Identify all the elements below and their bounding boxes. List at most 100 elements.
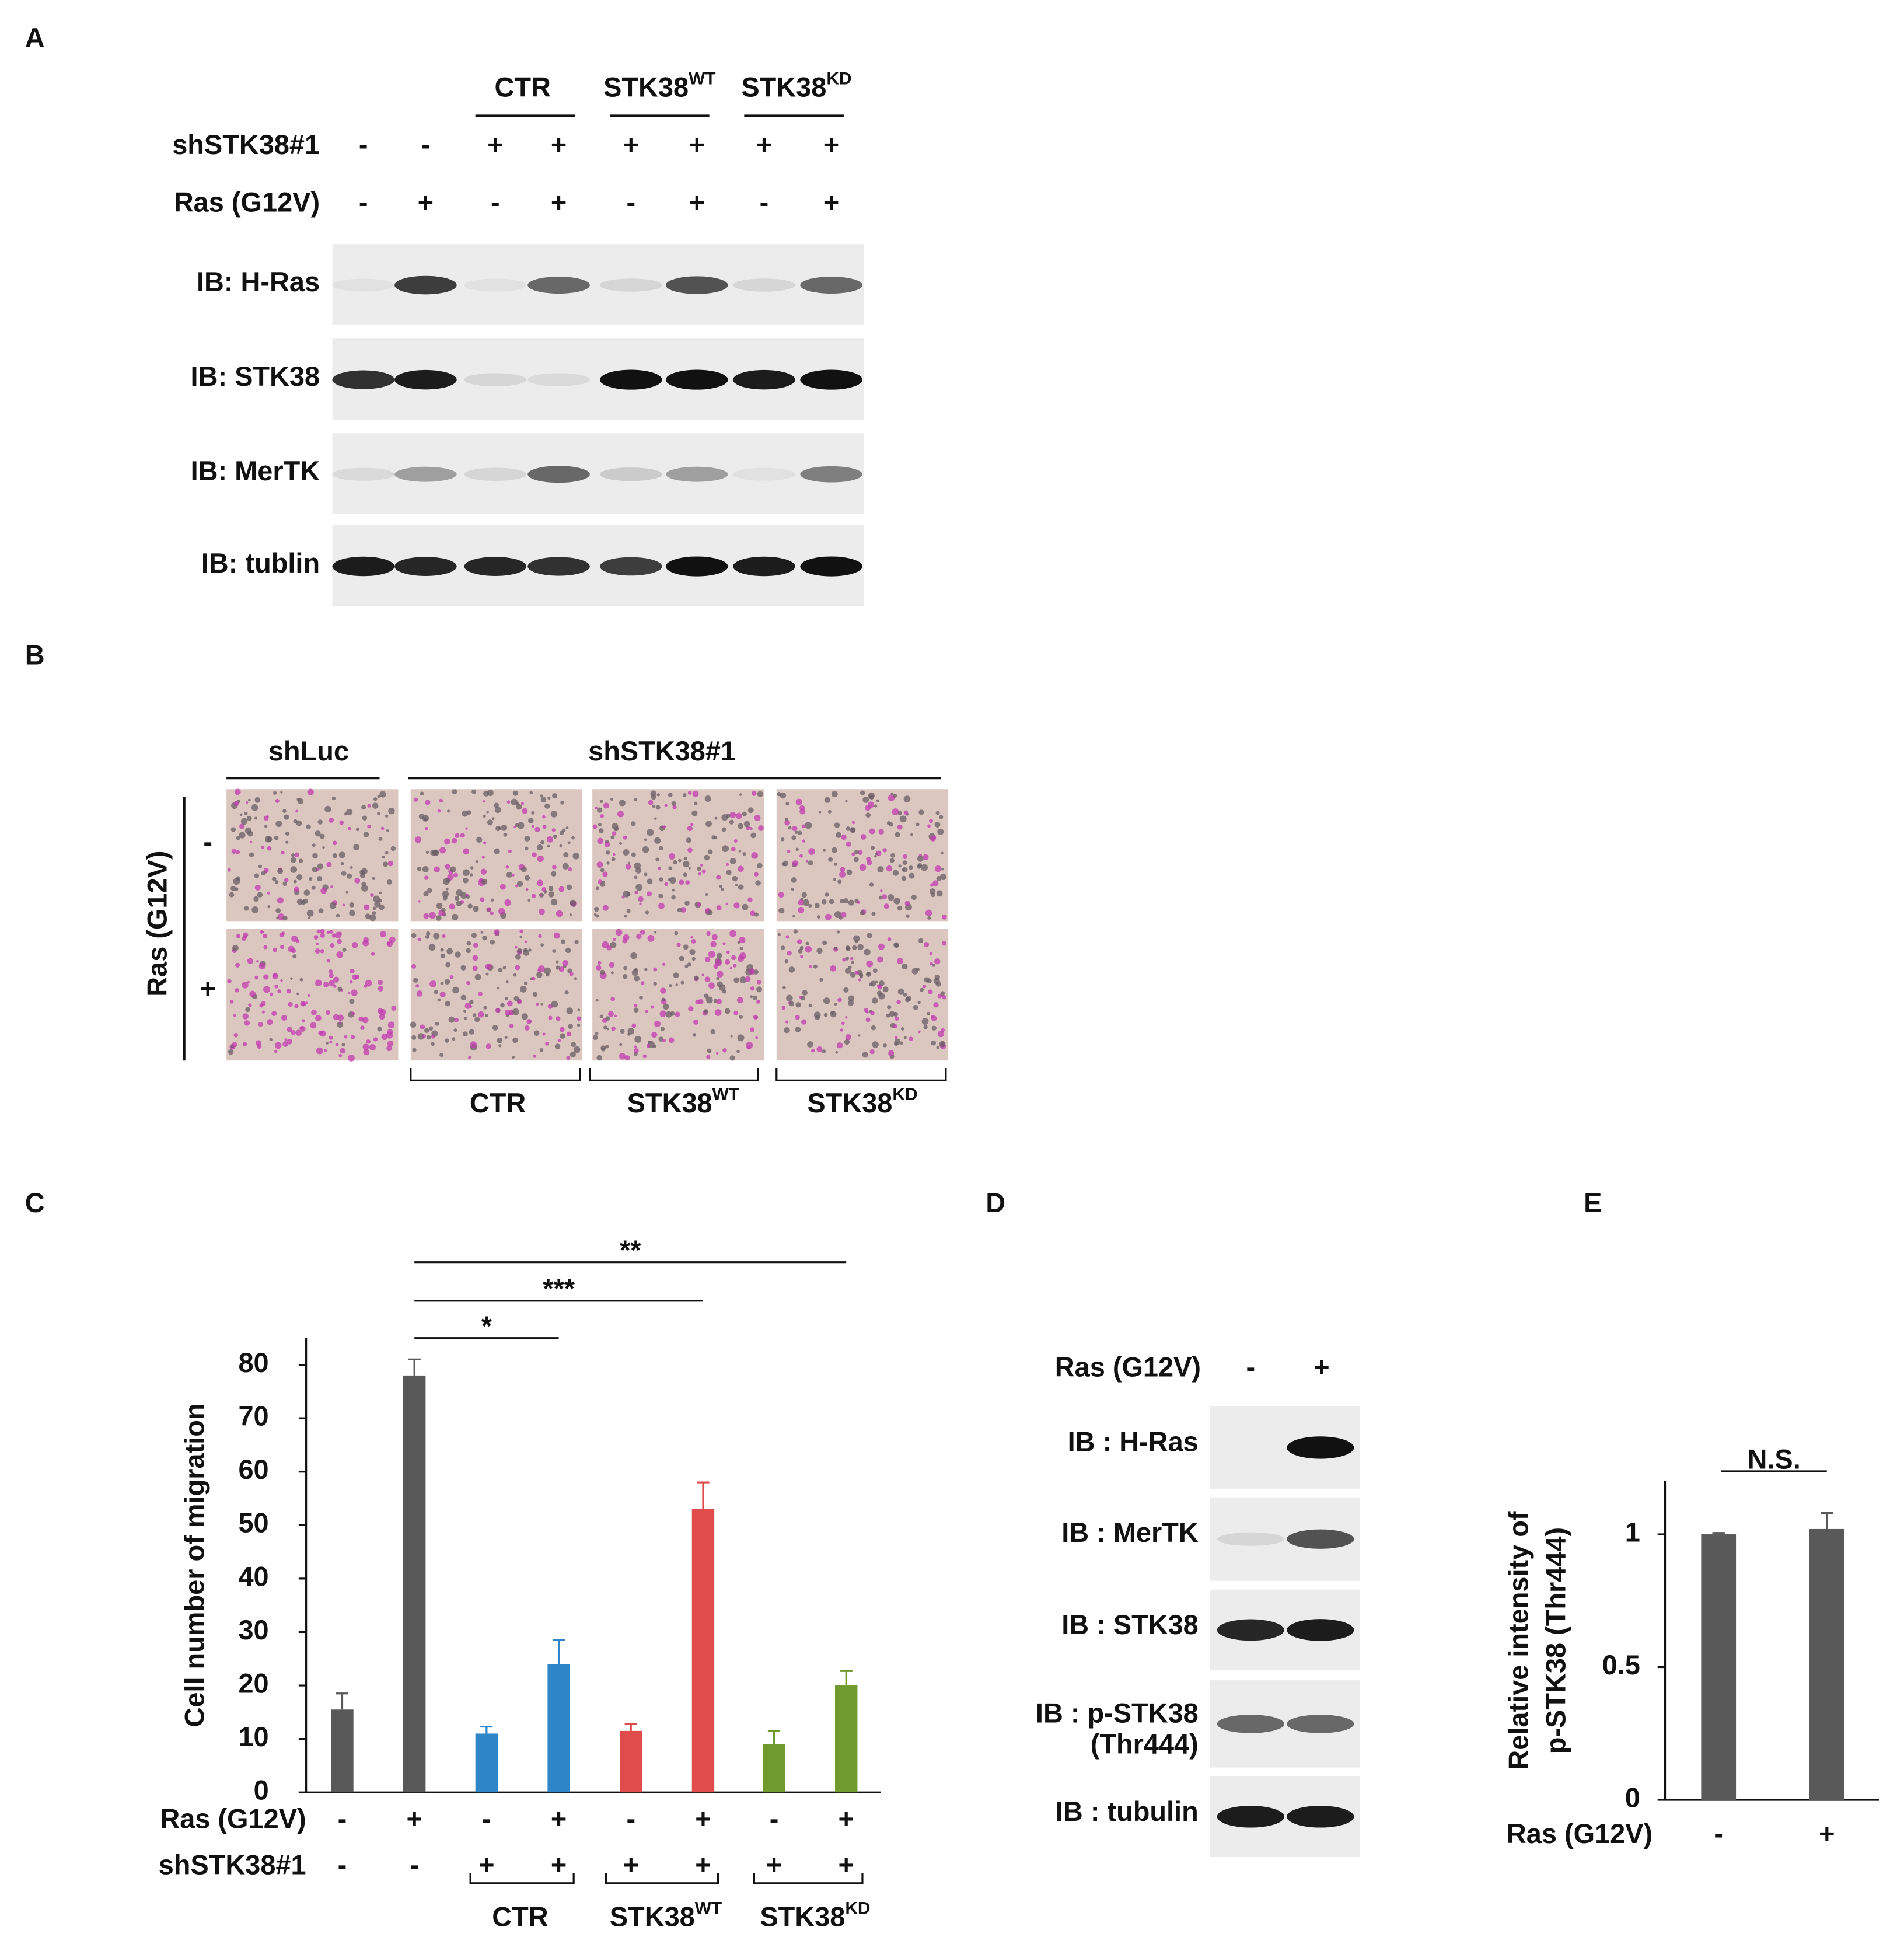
cell xyxy=(515,823,519,828)
cell xyxy=(704,976,711,982)
cell xyxy=(351,1011,355,1015)
cell xyxy=(924,942,930,948)
cell xyxy=(315,979,322,987)
cell xyxy=(631,1023,637,1028)
cell xyxy=(411,933,417,938)
cell xyxy=(316,929,321,934)
cell xyxy=(275,908,281,913)
cell xyxy=(865,805,871,811)
cell xyxy=(532,992,538,997)
cell xyxy=(533,1030,540,1036)
cell xyxy=(853,857,859,863)
cell xyxy=(805,945,812,953)
cell xyxy=(273,948,277,952)
cell xyxy=(668,1037,675,1043)
cell xyxy=(897,988,904,995)
cell xyxy=(230,827,236,832)
bracket xyxy=(753,1873,864,1884)
cell xyxy=(362,1017,369,1024)
cell xyxy=(258,1022,263,1027)
cell xyxy=(285,840,289,844)
cell xyxy=(362,815,368,821)
cell xyxy=(377,812,380,816)
cell xyxy=(336,951,344,958)
cell xyxy=(247,830,253,837)
cell xyxy=(561,939,566,944)
cell xyxy=(864,948,871,956)
cell xyxy=(837,879,842,884)
cell xyxy=(638,896,644,902)
cell xyxy=(672,805,677,809)
cell xyxy=(721,888,724,891)
cell xyxy=(265,836,272,843)
cell xyxy=(290,866,298,873)
cell xyxy=(742,852,746,856)
cell xyxy=(295,1029,302,1036)
cell xyxy=(854,970,860,975)
cell xyxy=(869,982,873,987)
sign: + xyxy=(695,1850,711,1880)
cell xyxy=(345,891,348,894)
cell xyxy=(897,824,903,830)
cell xyxy=(361,868,368,875)
cell xyxy=(546,836,553,843)
cell xyxy=(878,943,885,950)
cell xyxy=(525,888,529,891)
cell xyxy=(326,861,332,867)
cell xyxy=(340,861,344,865)
sign: + xyxy=(756,130,772,160)
cell xyxy=(800,955,803,958)
sign: - xyxy=(410,1850,419,1880)
cell xyxy=(747,807,754,814)
cell xyxy=(729,1055,735,1061)
cell xyxy=(564,990,569,995)
group-label: STK38KD xyxy=(807,1085,917,1119)
cell xyxy=(715,959,722,966)
cell xyxy=(599,800,603,804)
cell xyxy=(452,789,457,795)
cell xyxy=(240,818,248,825)
cell xyxy=(426,1035,431,1040)
cell xyxy=(281,931,285,936)
sign: + xyxy=(689,130,705,160)
cell xyxy=(545,1042,549,1046)
cell xyxy=(541,887,547,892)
cell xyxy=(540,840,545,845)
cell xyxy=(902,854,908,860)
cell xyxy=(921,1018,929,1025)
cell xyxy=(626,909,631,913)
y-tick-label: 1 xyxy=(1625,1517,1640,1547)
cell xyxy=(756,999,761,1004)
cell xyxy=(308,916,311,920)
cell xyxy=(486,811,489,814)
group-name: STK38 xyxy=(807,1088,892,1118)
cell xyxy=(548,1015,553,1020)
blot-label: IB: MerTK xyxy=(191,456,320,486)
band xyxy=(464,557,527,576)
cell xyxy=(414,836,422,843)
cell xyxy=(442,891,449,898)
cell xyxy=(619,842,623,845)
cell xyxy=(680,907,687,913)
cell xyxy=(513,826,516,829)
cell xyxy=(466,980,470,985)
cell xyxy=(484,1014,488,1018)
blot-label: IB: tublin xyxy=(201,548,320,578)
cell xyxy=(941,868,944,871)
cell xyxy=(344,1035,348,1039)
cell xyxy=(604,841,610,847)
cell xyxy=(716,905,722,911)
cell xyxy=(556,1016,561,1021)
cell xyxy=(536,879,544,886)
cell xyxy=(329,930,333,934)
cell xyxy=(536,972,543,978)
band xyxy=(665,556,728,577)
cell xyxy=(778,908,785,914)
cell xyxy=(387,1029,393,1035)
cell xyxy=(890,793,893,795)
cell xyxy=(593,913,597,916)
cell xyxy=(498,968,503,973)
cell xyxy=(380,826,385,830)
sign: + xyxy=(418,187,434,217)
cell xyxy=(557,1039,561,1042)
